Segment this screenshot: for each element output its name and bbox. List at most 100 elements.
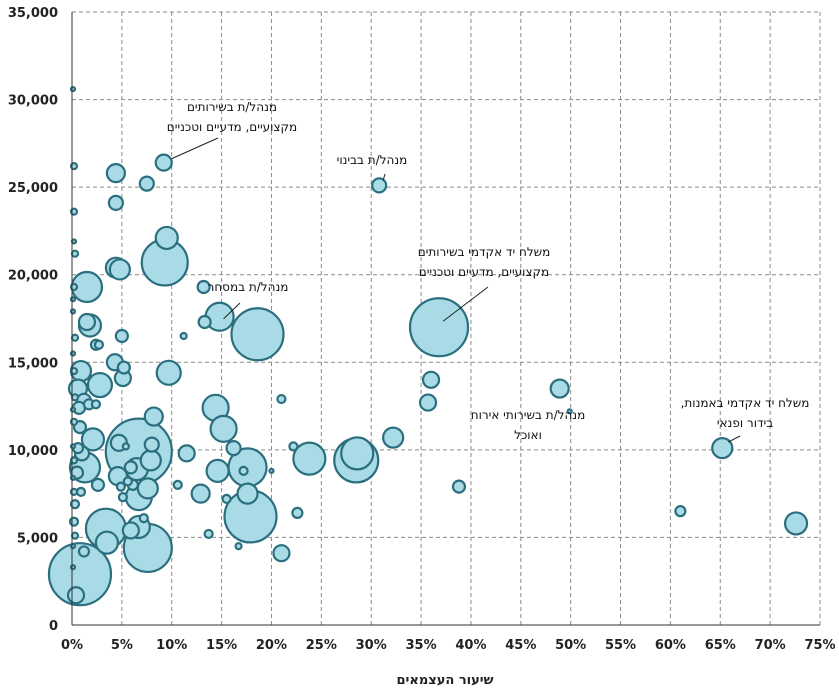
annotation-label: מנהל/ת בבינוי <box>337 153 408 167</box>
bubble-point <box>117 492 128 503</box>
bubble-point <box>143 406 164 427</box>
bubble-point <box>93 339 105 350</box>
bubble-point <box>121 521 140 540</box>
x-tick-label: 0% <box>61 638 83 653</box>
bubble-point <box>177 444 196 463</box>
bubble-point <box>70 531 80 540</box>
bubble-point <box>674 505 687 518</box>
bubble-point <box>70 249 80 258</box>
x-tick-label: 40% <box>455 638 486 653</box>
bubble-point <box>272 544 291 563</box>
bubble-point <box>69 499 81 510</box>
bubble-point <box>123 460 138 475</box>
bubble-point <box>230 307 285 362</box>
bubble-point <box>90 399 102 410</box>
annotation-label: משלח יד אקדמי באמנות, בידור ופנאי <box>681 396 810 430</box>
x-tick-label: 45% <box>505 638 536 653</box>
bubble-point <box>154 153 173 172</box>
annotation-line: מקצועיים, מדעיים וטכניים <box>419 265 549 279</box>
annotations: מנהל/ת בשירותים מקצועיים, מדעיים וטכנייםמ… <box>167 100 810 443</box>
bubble-point <box>783 511 809 536</box>
annotation-line: מקצועיים, מדעיים וטכניים <box>167 120 297 134</box>
y-tick-label: 0 <box>49 619 58 634</box>
y-tick-label: 30,000 <box>8 94 58 109</box>
annotation-line: מנהל/ת בשירותים <box>187 100 277 114</box>
axes: 0% 5% 10% 15% 20% 25% 30% 35% 40% 45% 50% 55% 60% 65%… <box>8 6 836 653</box>
bubble-point <box>566 408 573 415</box>
bubble-point <box>196 279 211 295</box>
bubble-point <box>75 486 87 497</box>
bubble-point <box>143 436 160 453</box>
bubble-point <box>138 175 155 192</box>
bubble-point <box>154 225 179 251</box>
bubble-point <box>80 427 106 452</box>
x-axis-title: שיעור העצמאים <box>397 673 494 688</box>
bubble-point <box>382 426 405 449</box>
bubble-point <box>70 238 78 245</box>
annotation-leader-line <box>442 286 489 322</box>
bubble-point <box>292 441 327 476</box>
x-tick-label: 55% <box>605 638 636 653</box>
annotation-label: מנהל/ת במסחר <box>208 280 289 294</box>
x-tick-label: 30% <box>356 638 387 653</box>
bubble-point <box>138 513 149 524</box>
bubble-point <box>66 586 86 605</box>
bubble-point <box>116 360 131 375</box>
bubble-point <box>136 477 159 500</box>
bubble-point <box>291 506 304 520</box>
bubble-point <box>238 465 249 476</box>
bubble-point <box>107 194 124 212</box>
y-tick-label: 10,000 <box>8 444 58 459</box>
annotation-line: מנהל/ת במסחר <box>208 280 289 294</box>
annotation-line: מנהל/ת בשירותי אירוח <box>471 408 586 422</box>
annotation-leader-line <box>382 173 386 181</box>
annotation-line: משלח יד אקדמי באמנות, <box>681 396 810 410</box>
annotation-line: בידור ופנאי <box>717 416 773 430</box>
bubble-point <box>155 359 182 386</box>
x-tick-label: 50% <box>555 638 586 653</box>
annotation-label: מנהל/ת בשירותים מקצועיים, מדעיים וטכניים <box>167 100 297 134</box>
x-tick-label: 75% <box>804 638 835 653</box>
x-tick-label: 60% <box>655 638 686 653</box>
bubble-point <box>47 542 113 607</box>
bubble-point <box>68 516 80 527</box>
bubble-point <box>549 378 570 399</box>
bubble-point <box>711 437 734 460</box>
bubble-point <box>408 297 470 358</box>
bubble-point <box>139 449 162 472</box>
y-tick-label: 20,000 <box>8 269 58 284</box>
bubble-point <box>288 441 299 452</box>
bubble-point <box>190 483 211 504</box>
bubble-point <box>209 414 238 443</box>
y-tick-label: 15,000 <box>8 356 58 371</box>
bubble-point <box>205 458 230 483</box>
bubble-point <box>236 482 259 505</box>
x-tick-label: 20% <box>256 638 287 653</box>
annotation-leader-line <box>223 302 241 320</box>
x-tick-label: 65% <box>705 638 736 653</box>
annotation-label: מנהל/ת בשירותי אירוח ואוכל <box>471 408 586 442</box>
bubble-point <box>451 479 467 494</box>
bubble-point <box>371 177 388 194</box>
bubble-point <box>77 312 97 332</box>
grid <box>72 11 821 625</box>
x-tick-label: 25% <box>306 638 337 653</box>
bubble-point <box>70 393 80 402</box>
annotation-line: מנהל/ת בבינוי <box>337 153 408 167</box>
bubble-point <box>203 528 214 540</box>
bubble-point <box>108 258 131 281</box>
bubble-point <box>268 467 275 474</box>
bubble-point <box>105 163 126 184</box>
annotation-leader-line <box>171 137 219 160</box>
bubble-point <box>70 333 80 342</box>
bubble-point <box>276 393 287 405</box>
x-tick-label: 70% <box>755 638 786 653</box>
x-tick-label: 15% <box>206 638 237 653</box>
bubble-point <box>172 479 183 490</box>
y-tick-label: 35,000 <box>8 6 58 21</box>
bubble-point <box>197 314 212 330</box>
bubble-point <box>234 542 243 551</box>
bubble-point <box>122 476 133 487</box>
bubble-point <box>77 545 91 558</box>
